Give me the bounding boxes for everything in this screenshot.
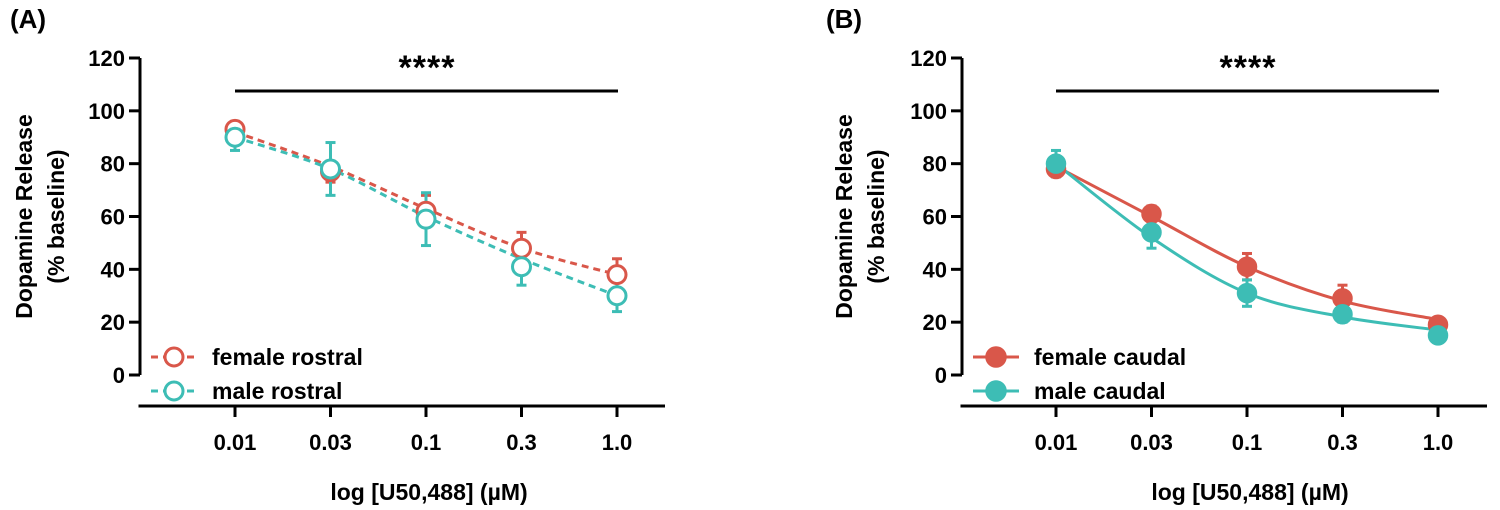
data-point-male-caudal	[1427, 325, 1449, 346]
significance-stars: ****	[399, 49, 456, 87]
data-point-female-rostral	[606, 264, 628, 286]
data-point-male-rostral	[606, 285, 628, 307]
legend-marker	[163, 346, 185, 368]
x-tick-label: 1.0	[1423, 430, 1454, 455]
y-tick-label: 60	[101, 205, 125, 230]
y-tick-label: 60	[923, 205, 947, 230]
y-tick-label: 40	[923, 257, 947, 282]
y-tick-label: 80	[923, 152, 947, 177]
legend-label: male caudal	[1034, 378, 1166, 404]
y-axis-title-line2: (% baseline)	[43, 149, 69, 283]
x-tick-label: 0.03	[309, 430, 352, 455]
y-tick-label: 40	[101, 257, 125, 282]
x-tick-label: 0.1	[1232, 430, 1263, 455]
y-tick-label: 0	[113, 363, 125, 388]
x-tick-label: 0.03	[1130, 430, 1173, 455]
legend-marker	[163, 380, 185, 402]
y-tick-label: 20	[101, 310, 125, 335]
y-tick-label: 120	[910, 46, 947, 71]
x-axis-title: log [U50,488] (µM)	[1151, 479, 1348, 505]
legend-label: male rostral	[212, 378, 342, 404]
y-axis-title-line1: Dopamine Release	[11, 114, 37, 319]
data-point-male-caudal	[1045, 153, 1067, 174]
chart-panel-a: (A) 0 20 40 60 80 100 120 0.01 0.03 0.1 0.3 1.0 log […	[10, 4, 665, 505]
data-point-male-rostral	[415, 208, 437, 230]
significance-stars: ****	[1220, 49, 1277, 87]
x-tick-label: 0.3	[506, 430, 537, 455]
x-tick-label: 1.0	[602, 430, 633, 455]
data-point-female-caudal	[1141, 203, 1162, 225]
data-point-male-rostral	[511, 256, 532, 278]
x-tick-label: 0.1	[411, 430, 442, 455]
y-tick-label: 100	[88, 99, 125, 124]
chart-panel-b: (B) 0 20 40 60 80 100 120 0.01 0.03 0.1 0.3 1.0 log […	[826, 4, 1487, 505]
x-tick-label: 0.01	[214, 430, 257, 455]
y-axis-title-line1: Dopamine Release	[831, 114, 857, 319]
data-point-male-caudal	[1332, 303, 1353, 325]
legend-label: female rostral	[212, 344, 363, 370]
legend-marker	[985, 380, 1007, 402]
x-tick-label: 0.01	[1035, 430, 1078, 455]
data-point-male-rostral	[320, 158, 341, 180]
panel-label: (B)	[826, 4, 862, 34]
x-axis-title: log [U50,488] (µM)	[330, 479, 527, 505]
data-point-male-rostral	[224, 126, 246, 148]
y-tick-label: 20	[923, 310, 947, 335]
y-tick-label: 120	[88, 46, 125, 71]
y-tick-label: 80	[101, 152, 125, 177]
data-point-female-rostral	[511, 237, 532, 259]
y-tick-label: 0	[935, 363, 947, 388]
data-point-male-caudal	[1141, 222, 1162, 243]
x-tick-label: 0.3	[1327, 430, 1358, 455]
y-tick-label: 100	[910, 99, 947, 124]
data-point-male-caudal	[1236, 282, 1258, 304]
data-point-female-caudal	[1236, 256, 1258, 277]
y-axis-title-line2: (% baseline)	[863, 149, 889, 283]
panel-label: (A)	[10, 4, 46, 34]
legend-marker	[985, 346, 1007, 368]
legend-label: female caudal	[1034, 344, 1186, 370]
